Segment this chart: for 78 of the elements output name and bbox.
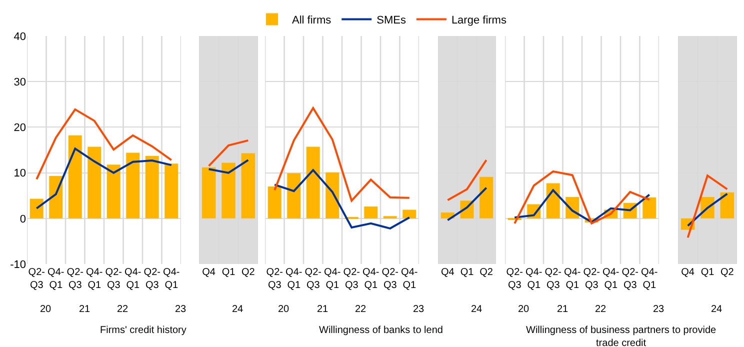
x-tick-label: Q1	[222, 267, 236, 278]
bar	[306, 146, 320, 218]
bar	[364, 206, 378, 218]
x-tick-label: Q4-Q1	[602, 267, 620, 291]
text: 21	[79, 304, 91, 315]
x-tick-label: Q2-Q3	[583, 267, 600, 291]
bar	[145, 156, 159, 218]
legend-label: Large firms	[451, 14, 507, 27]
text: 22	[595, 304, 607, 315]
text: 24	[471, 304, 483, 315]
y-tick-label: 30	[14, 76, 26, 88]
x-tick-label: Q2	[720, 267, 734, 278]
x-tick-label: Q4-Q1	[564, 267, 581, 291]
x-axis-title: Firms' credit history	[100, 325, 186, 336]
bar	[287, 173, 301, 218]
x-tick-label: Q4-Q1	[324, 267, 341, 291]
x-tick-label: Q2-Q3	[66, 267, 84, 291]
bar	[164, 164, 178, 218]
x-tick-label: Q2-Q3	[28, 267, 45, 291]
text: 23	[653, 304, 665, 315]
x-tick-label: Q4-Q1	[401, 267, 418, 291]
bar	[106, 164, 120, 218]
bar	[126, 152, 140, 218]
x-tick-label: Q1	[460, 267, 474, 278]
legend-label: SMEs	[376, 14, 406, 27]
x-tick-label: Q2-Q3	[105, 267, 122, 291]
y-tick-label: 40	[14, 30, 26, 43]
y-tick-label: -10	[10, 258, 26, 271]
x-tick-label: Q2	[480, 267, 494, 278]
bar	[326, 172, 340, 218]
x-tick-label: Q4-Q1	[362, 267, 380, 291]
x-tick-label: Q2-Q3	[144, 267, 160, 291]
x-tick-label: Q4	[681, 267, 695, 278]
text: 21	[317, 304, 329, 315]
bar	[30, 198, 44, 218]
legend-label: All firms	[292, 14, 332, 27]
x-tick-label: Q4-Q1	[86, 267, 103, 291]
text: 20	[518, 304, 530, 315]
y-tick-label: 0	[20, 213, 26, 226]
bar	[546, 183, 560, 218]
x-tick-label: Q2	[242, 267, 256, 278]
x-tick-label: Q2-Q3	[544, 267, 562, 291]
x-tick-label: Q2-Q3	[304, 267, 322, 291]
line-series	[36, 108, 172, 180]
line-series	[36, 148, 172, 210]
x-tick-label: Q4-Q1	[641, 267, 658, 291]
bar	[268, 186, 282, 218]
x-tick-label: Q2-Q3	[343, 267, 360, 291]
bar	[88, 146, 102, 218]
x-axis-title: Willingness of banks to lend	[319, 325, 443, 336]
text: 23	[175, 304, 187, 315]
text: 24	[711, 304, 723, 315]
text: 20	[40, 304, 52, 315]
x-tick-label: Q2-Q3	[622, 267, 638, 291]
x-tick-label: Q4-Q1	[163, 267, 180, 291]
x-tick-label: Q4-Q1	[124, 267, 142, 291]
x-tick-label: Q1	[700, 267, 715, 278]
x-tick-label: Q4	[202, 267, 216, 278]
text: 21	[557, 304, 569, 315]
text: 20	[278, 304, 290, 315]
text: 24	[232, 304, 244, 315]
y-tick-label: 20	[14, 122, 26, 134]
x-tick-label: Q4-Q1	[48, 267, 64, 291]
text: 22	[117, 304, 129, 315]
x-tick-label: Q2-Q3	[506, 267, 523, 291]
bar	[49, 176, 63, 218]
x-tick-label: Q2-Q3	[266, 267, 283, 291]
text: 23	[413, 304, 425, 315]
bar	[402, 210, 416, 218]
x-tick-label: Q4	[441, 267, 455, 278]
x-tick-label: Q2-Q3	[382, 267, 398, 291]
x-axis-title: Willingness of business partners to provide trade credit	[526, 325, 717, 347]
y-tick-label: 10	[14, 168, 26, 180]
x-tick-label: Q4-Q1	[286, 267, 302, 291]
x-tick-label: Q4-Q1	[526, 267, 542, 291]
text: 22	[355, 304, 367, 315]
bar	[68, 135, 82, 218]
bar	[642, 197, 656, 218]
